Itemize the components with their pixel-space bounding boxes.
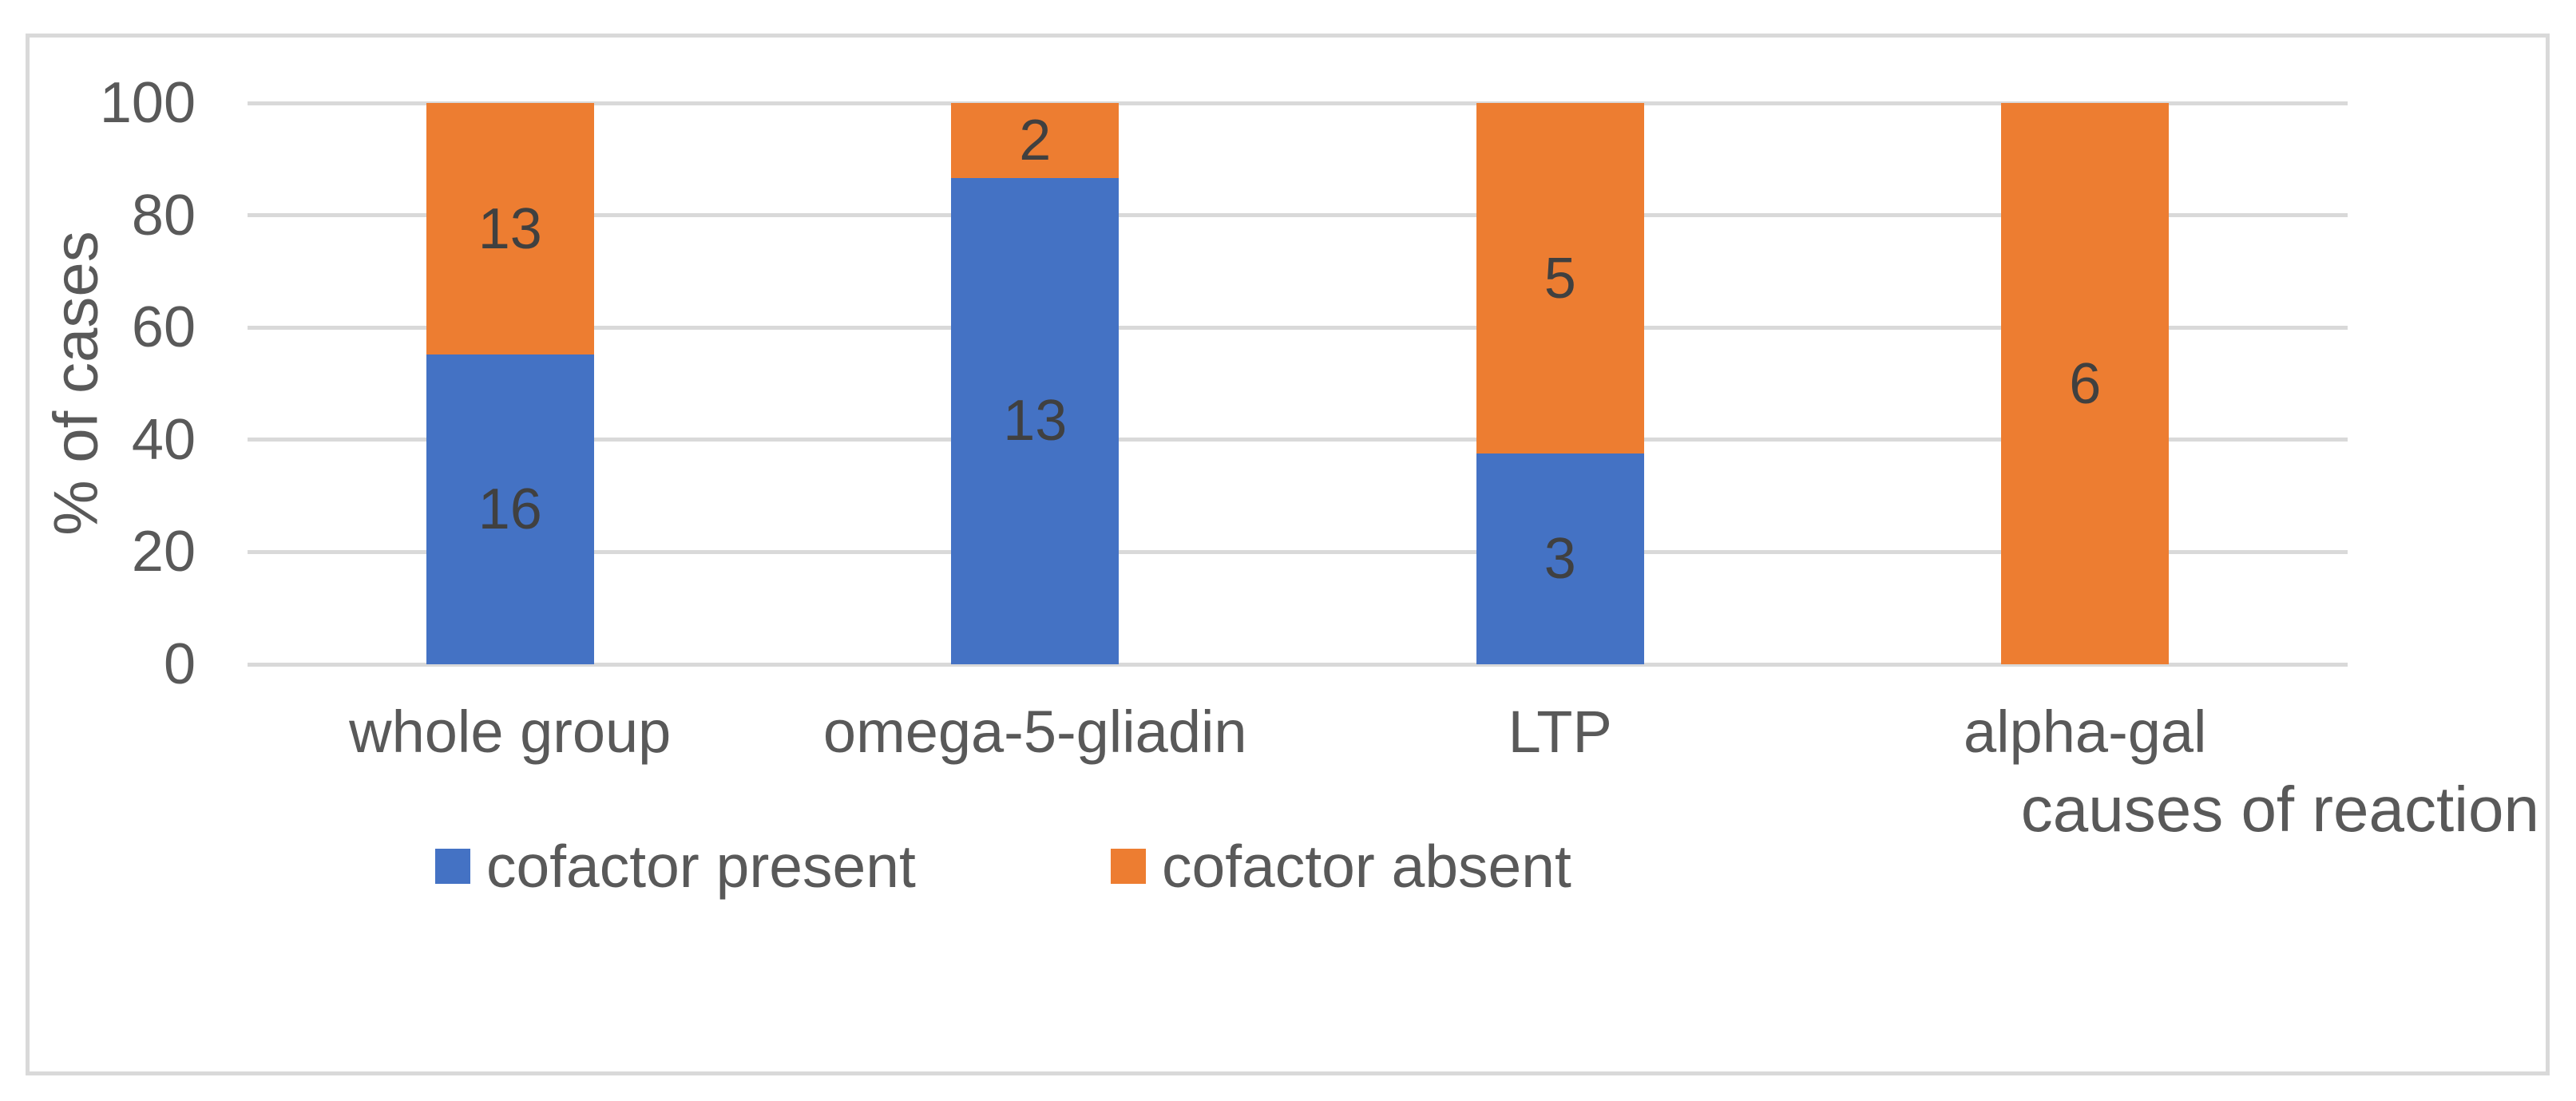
gridline <box>248 549 2348 554</box>
legend-label: cofactor absent <box>1162 833 1571 900</box>
bar-value-label: 16 <box>478 477 542 542</box>
bar-segment-cofactor-absent[interactable]: 13 <box>426 103 594 355</box>
bar-segment-cofactor-present[interactable]: 3 <box>1476 453 1644 664</box>
legend-label: cofactor present <box>486 833 916 900</box>
bar-value-label: 6 <box>2069 351 2102 416</box>
gridline <box>248 438 2348 442</box>
x-axis-title: causes of reaction <box>2020 774 2539 845</box>
legend-swatch-icon <box>435 849 470 884</box>
bar-value-label: 13 <box>1003 389 1068 453</box>
y-axis-tick-label: 80 <box>131 183 196 248</box>
bar-segment-cofactor-absent[interactable]: 2 <box>951 103 1120 178</box>
y-axis-tick-label: 20 <box>131 520 196 584</box>
gridline <box>248 662 2348 667</box>
y-axis-tick-label: 60 <box>131 295 196 360</box>
x-axis-category-label: whole group <box>349 699 672 765</box>
y-axis-title-text: % of cases <box>40 231 111 536</box>
bar-segment-cofactor-present[interactable]: 13 <box>951 177 1120 664</box>
bar-value-label: 2 <box>1019 108 1052 172</box>
chart-frame <box>26 34 2550 1075</box>
y-axis-tick-label: 40 <box>131 407 196 472</box>
legend-swatch-icon <box>1111 849 1146 884</box>
bar-segment-cofactor-absent[interactable]: 5 <box>1476 103 1644 454</box>
bar-value-label: 3 <box>1544 527 1576 592</box>
gridline <box>248 325 2348 330</box>
gridline <box>248 213 2348 218</box>
x-axis-category-label: alpha-gal <box>1964 699 2207 765</box>
x-axis-category-label: LTP <box>1508 699 1612 765</box>
y-axis-tick-label: 0 <box>163 632 196 696</box>
bar-segment-cofactor-present[interactable]: 16 <box>426 354 594 664</box>
bar-value-label: 13 <box>478 196 542 261</box>
x-axis-category-label: omega-5-gliadin <box>822 699 1247 765</box>
bar-segment-cofactor-absent[interactable]: 6 <box>2001 103 2170 664</box>
gridline <box>248 101 2348 105</box>
bar-value-label: 5 <box>1544 246 1576 311</box>
y-axis-tick-label: 100 <box>99 71 196 135</box>
legend-item-cofactor-present[interactable]: cofactor present <box>435 830 916 902</box>
legend-item-cofactor-absent[interactable]: cofactor absent <box>1111 830 1571 902</box>
